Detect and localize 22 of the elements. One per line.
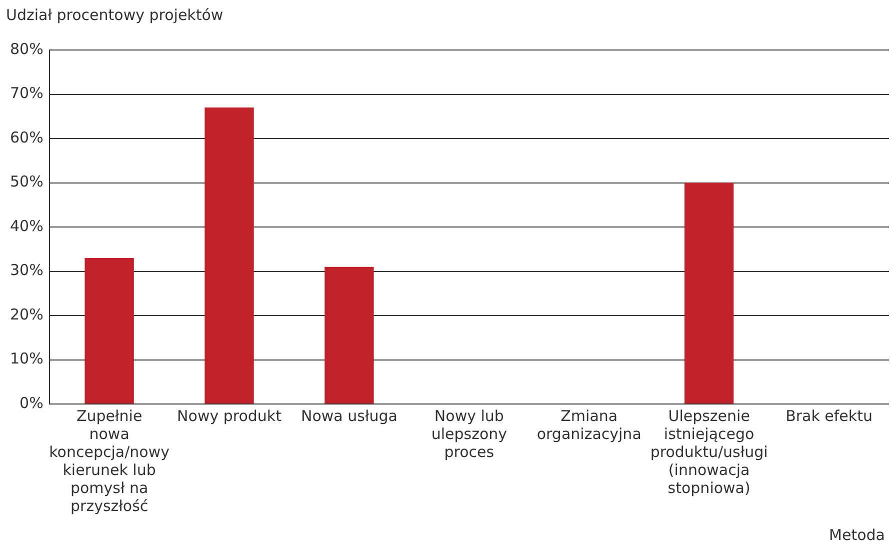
y-tick-label: 10% xyxy=(10,350,44,368)
y-tick-label: 0% xyxy=(20,394,44,412)
y-tick-label: 50% xyxy=(10,172,44,191)
x-axis-title: Metoda xyxy=(829,526,885,544)
y-axis-title: Udział procentowy projektów xyxy=(6,6,224,24)
x-tick-label: Nowy lub ulepszony proces xyxy=(431,406,508,461)
y-tick-label: 40% xyxy=(10,216,44,235)
y-tick-label: 80% xyxy=(10,40,44,58)
bar xyxy=(684,182,734,404)
x-tick-label: Zupełnie nowa koncepcja/nowy kierunek lub pomysł na przyszłość xyxy=(49,406,170,515)
bar xyxy=(84,258,134,404)
y-tick-label: 20% xyxy=(10,305,44,324)
x-tick-label: Ulepszenie istniejącego produktu/usługi (innowacja stopniowa) xyxy=(650,406,768,497)
x-tick-label: Brak efektu xyxy=(786,406,872,425)
x-tick-label: Zmiana organizacyjna xyxy=(536,406,642,443)
x-tick-label: Nowa usługa xyxy=(301,406,398,425)
bar xyxy=(324,266,374,404)
y-tick-label: 70% xyxy=(10,84,44,102)
y-tick-label: 30% xyxy=(10,261,44,280)
y-tick-label: 60% xyxy=(10,128,44,146)
x-tick-label: Nowy produkt xyxy=(177,406,282,425)
bar xyxy=(204,108,254,404)
